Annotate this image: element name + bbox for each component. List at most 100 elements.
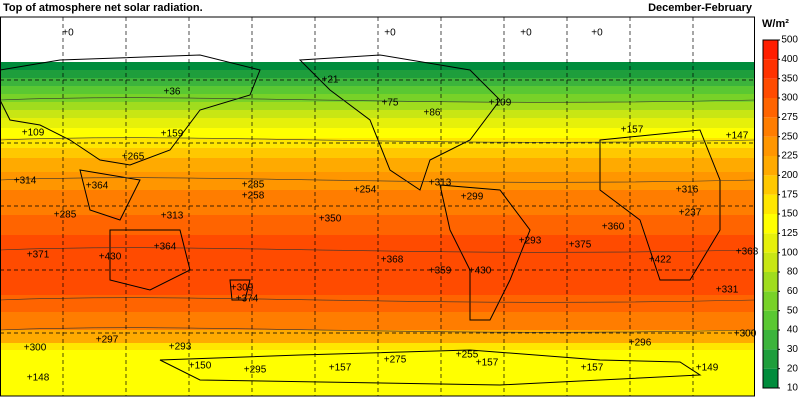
- colorbar-segment: [763, 214, 778, 234]
- value-annotation: +258: [242, 191, 265, 202]
- value-annotation: +313: [161, 211, 184, 222]
- colorbar-tick-label: 500: [781, 35, 798, 46]
- value-annotation: +285: [54, 210, 77, 221]
- value-annotation: +359: [429, 266, 452, 277]
- value-annotation: +157: [621, 125, 644, 136]
- band: [0, 102, 755, 110]
- value-annotation: +422: [649, 255, 672, 266]
- colorbar-unit: W/m²: [762, 18, 789, 30]
- value-annotation: +374: [236, 294, 259, 305]
- colorbar-tick-label: 40: [787, 325, 799, 336]
- colorbar-tick-label: 50: [787, 305, 799, 316]
- value-annotation: +0: [591, 28, 603, 39]
- coastline: [159, 349, 702, 386]
- band: [0, 118, 755, 128]
- colorbar-tick-label: 250: [781, 131, 798, 142]
- contour: [0, 297, 756, 303]
- value-annotation: +148: [27, 373, 50, 384]
- value-annotation: +296: [629, 338, 652, 349]
- colorbar-segment: [763, 98, 778, 118]
- value-annotation: +350: [319, 214, 342, 225]
- colorbar-tick-label: 125: [781, 228, 798, 239]
- contour: [0, 247, 756, 253]
- value-annotation: +285: [242, 180, 265, 191]
- colorbar-segment: [763, 252, 778, 272]
- band: [0, 343, 755, 350]
- value-annotation: +297: [96, 335, 119, 346]
- colorbar-tick-label: 20: [787, 363, 799, 374]
- band: [0, 350, 755, 396]
- value-annotation: +237: [679, 208, 702, 219]
- value-annotation: +159: [161, 129, 184, 140]
- coastline: [439, 184, 531, 321]
- season: December-February: [648, 2, 753, 14]
- value-annotation: +363: [736, 247, 759, 258]
- colorbar-segment: [763, 349, 778, 369]
- value-annotation: +430: [469, 266, 492, 277]
- colorbar-segment: [763, 194, 778, 214]
- value-annotation: +314: [14, 176, 37, 187]
- band: [0, 235, 755, 295]
- value-annotation: +150: [189, 361, 212, 372]
- colorbar-tick-label: 200: [781, 170, 798, 181]
- band: [0, 78, 755, 86]
- colorbar-tick-label: 400: [781, 54, 798, 65]
- value-annotation: +309: [231, 283, 254, 294]
- value-annotation: +157: [329, 363, 352, 374]
- colorbar-segment: [763, 117, 778, 137]
- value-annotation: +109: [489, 98, 512, 109]
- band: [0, 70, 755, 78]
- colorbar-tick-label: 100: [781, 247, 798, 258]
- contour: [0, 177, 756, 183]
- value-annotation: +0: [384, 28, 396, 39]
- contour: [0, 137, 756, 143]
- value-annotation: +300: [734, 329, 757, 340]
- value-annotation: +368: [381, 255, 404, 266]
- value-annotation: +360: [602, 222, 625, 233]
- title: Top of atmosphere net solar radiation.: [3, 2, 203, 14]
- colorbar-segment: [763, 40, 778, 60]
- colorbar-tick-label: 350: [781, 73, 798, 84]
- value-annotation: +375: [569, 240, 592, 251]
- colorbar-tick-label: 10: [787, 383, 799, 394]
- value-annotation: +313: [429, 178, 452, 189]
- value-annotation: +157: [476, 358, 499, 369]
- band: [0, 128, 755, 138]
- value-annotation: +75: [382, 98, 399, 109]
- colorbar-tick-label: 30: [787, 344, 799, 355]
- colorbar-segment: [763, 272, 778, 292]
- colorbar-segment: [763, 233, 778, 253]
- value-annotation: +0: [520, 28, 532, 39]
- value-annotation: +331: [716, 285, 739, 296]
- colorbar-segment: [763, 175, 778, 195]
- band: [0, 86, 755, 94]
- colorbar-segment: [763, 156, 778, 176]
- colorbar-segment: [763, 330, 778, 350]
- coastline: [109, 229, 191, 291]
- colorbar-segment: [763, 368, 778, 388]
- value-annotation: +364: [86, 181, 109, 192]
- value-annotation: +300: [24, 343, 47, 354]
- band: [0, 62, 755, 70]
- band: [0, 148, 755, 158]
- value-annotation: +364: [154, 242, 177, 253]
- band: [0, 138, 755, 148]
- colorbar-tick-label: 275: [781, 112, 798, 123]
- colorbar-tick-label: 300: [781, 93, 798, 104]
- value-annotation: +371: [27, 250, 50, 261]
- value-annotation: +147: [726, 131, 749, 142]
- coastline: [229, 279, 251, 301]
- value-annotation: +109: [22, 128, 45, 139]
- band: [0, 158, 755, 172]
- colorbar-tick-label: 60: [787, 286, 799, 297]
- value-annotation: +86: [424, 108, 441, 119]
- colorbar-tick-label: 150: [781, 209, 798, 220]
- band: [0, 190, 755, 215]
- colorbar-segment: [763, 291, 778, 311]
- value-annotation: +0: [62, 28, 74, 39]
- coastline: [0, 54, 261, 166]
- band: [0, 94, 755, 102]
- coastline: [599, 129, 721, 281]
- value-annotation: +21: [322, 75, 339, 86]
- coastline: [79, 169, 141, 221]
